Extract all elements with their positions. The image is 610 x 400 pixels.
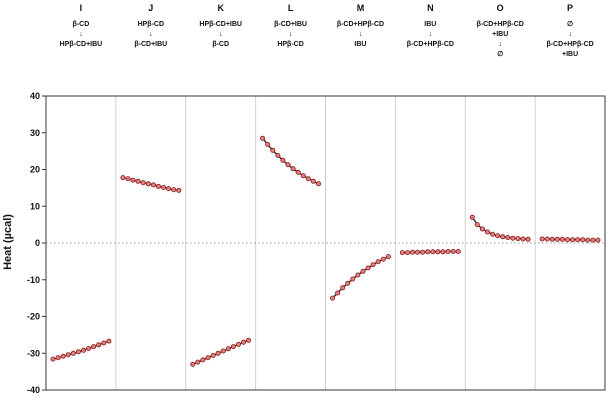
- svg-text:-30: -30: [27, 348, 40, 358]
- panel-target: HPβ-CD+IBU: [59, 41, 103, 48]
- svg-text:30: 30: [30, 128, 40, 138]
- panel-source: β-CD+HPβ-CD: [476, 21, 524, 28]
- panel-target: β-CD+HPβ-CD: [546, 41, 594, 48]
- panel-letter: K: [217, 3, 224, 13]
- heat-plot: 40 30 20 10 0 -10 -20 -30 -40: [27, 92, 606, 394]
- panel-letter: I: [79, 3, 83, 13]
- svg-text:-10: -10: [27, 275, 40, 285]
- panel-letter: N: [427, 3, 434, 13]
- arrow-down-icon: ↓: [358, 31, 363, 38]
- arrow-down-icon: ↓: [288, 31, 293, 38]
- panel-target: β-CD: [212, 41, 230, 48]
- panel-target: β-CD+HPβ-CD: [406, 41, 454, 48]
- svg-text:40: 40: [30, 92, 40, 101]
- panel-source: ∅: [567, 21, 574, 28]
- arrow-down-icon: ↓: [79, 31, 83, 38]
- panel-letter: O: [496, 3, 504, 13]
- panel-source: +IBU: [492, 31, 509, 38]
- svg-text:0: 0: [35, 238, 40, 248]
- arrow-down-icon: ↓: [149, 31, 153, 38]
- panel-target: ∅: [497, 51, 504, 58]
- panel-letter: M: [356, 3, 365, 13]
- svg-text:-20: -20: [27, 312, 40, 322]
- panel-target: IBU: [354, 41, 367, 48]
- panel-target: HPβ-CD: [277, 41, 304, 48]
- panel-source: β-CD+IBU: [274, 21, 307, 28]
- arrow-down-icon: ↓: [428, 31, 433, 38]
- panel-source: β-CD: [72, 21, 90, 28]
- panel-header-P: P ∅ ↓ β-CD+HPβ-CD +IBU: [535, 3, 605, 91]
- panel-letter: P: [567, 3, 574, 13]
- svg-text:20: 20: [30, 165, 40, 175]
- panel-source: HPβ-CD+IBU: [199, 21, 242, 28]
- panel-source: β-CD+HPβ-CD: [336, 21, 385, 28]
- arrow-down-icon: ↓: [568, 31, 572, 38]
- panel-header-K: K HPβ-CD+IBU ↓ β-CD: [186, 3, 256, 91]
- panel-header-J: J HPβ-CD ↓ β-CD+IBU: [116, 3, 186, 91]
- panel-target: +IBU: [561, 51, 579, 58]
- panel-source: HPβ-CD: [137, 21, 165, 28]
- panel-header-N: N IBU ↓ β-CD+HPβ-CD: [395, 3, 465, 91]
- panel-letter: J: [148, 3, 154, 13]
- panel-letter: L: [287, 3, 294, 13]
- arrow-down-icon: ↓: [498, 41, 502, 48]
- svg-text:10: 10: [30, 201, 40, 211]
- arrow-down-icon: ↓: [218, 31, 223, 38]
- panel-target: β-CD+IBU: [134, 41, 168, 48]
- panel-source: IBU: [424, 21, 437, 28]
- svg-text:-40: -40: [27, 385, 40, 394]
